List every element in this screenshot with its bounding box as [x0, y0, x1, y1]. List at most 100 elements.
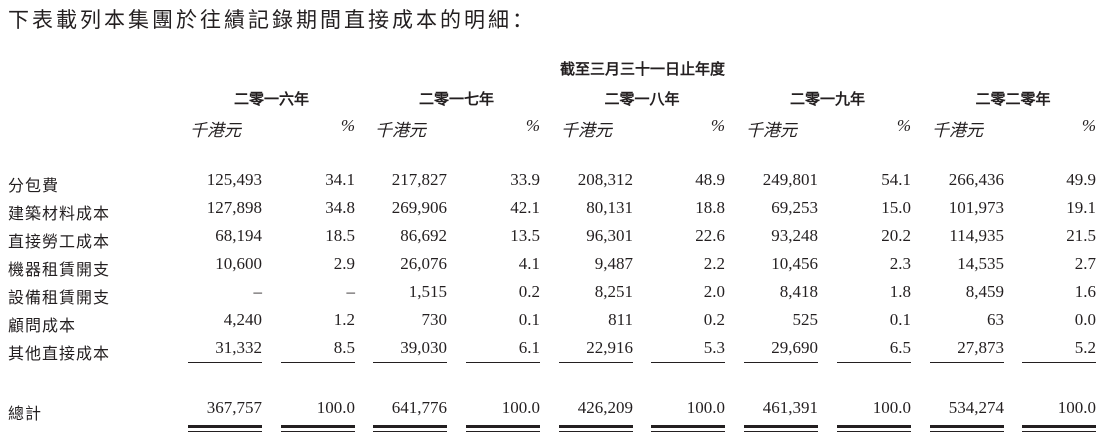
- table-cell: 2.7: [1074, 254, 1096, 273]
- table-cell: 19.1: [1066, 198, 1096, 217]
- total-cell: 461,391: [762, 398, 818, 417]
- table-cell: 2.3: [889, 254, 911, 273]
- unit-amount: 千港元: [561, 121, 612, 140]
- table-cell: 6.5: [889, 338, 911, 357]
- total-cell: 100.0: [1057, 398, 1096, 417]
- table-cell: 114,935: [949, 226, 1004, 245]
- total-double-rule: [744, 425, 818, 432]
- table-cell: 125,493: [206, 170, 262, 189]
- table-cell: 525: [792, 310, 819, 329]
- table-cell: 27,873: [957, 338, 1004, 357]
- total-cell: 641,776: [391, 398, 447, 417]
- unit-percent: %: [340, 116, 355, 135]
- total-double-rule: [930, 425, 1004, 432]
- table-cell: 1,515: [408, 282, 447, 301]
- total-double-rule: [466, 425, 540, 432]
- table-cell: 5.3: [703, 338, 725, 357]
- table-cell: 8.5: [333, 338, 355, 357]
- total-double-rule: [559, 425, 633, 432]
- table-cell: 811: [608, 310, 633, 329]
- table-cell: 63: [987, 310, 1004, 329]
- table-cell: 93,248: [771, 226, 818, 245]
- table-cell: 9,487: [594, 254, 633, 273]
- table-cell: 208,312: [577, 170, 633, 189]
- subtotal-rule: [373, 362, 447, 363]
- table-cell: 54.1: [881, 170, 911, 189]
- table-cell: 86,692: [400, 226, 447, 245]
- total-cell: 100.0: [316, 398, 355, 417]
- year-header: 二零一九年: [789, 90, 865, 108]
- table-cell: 10,600: [215, 254, 262, 273]
- table-cell: 69,253: [771, 198, 818, 217]
- total-double-rule: [373, 425, 447, 432]
- subtotal-rule: [559, 362, 633, 363]
- table-cell: 42.1: [510, 198, 540, 217]
- row-label: 其他直接成本: [8, 344, 111, 363]
- year-header: 二零一八年: [604, 90, 680, 108]
- table-cell: 20.2: [881, 226, 911, 245]
- total-double-rule: [1022, 425, 1096, 432]
- year-header: 二零二零年: [975, 90, 1051, 108]
- table-cell: 68,194: [215, 226, 262, 245]
- table-cell: 80,131: [586, 198, 633, 217]
- table-cell: 4,240: [223, 310, 262, 329]
- total-cell: 426,209: [577, 398, 633, 417]
- total-double-rule: [837, 425, 911, 432]
- row-label: 建築材料成本: [8, 204, 111, 223]
- total-double-rule: [651, 425, 725, 432]
- table-cell: 0.1: [518, 310, 540, 329]
- row-label: 分包費: [8, 176, 60, 195]
- unit-amount: 千港元: [932, 121, 983, 140]
- unit-amount: 千港元: [375, 121, 426, 140]
- unit-percent: %: [896, 116, 911, 135]
- table-cell: 29,690: [771, 338, 818, 357]
- subtotal-rule: [466, 362, 540, 363]
- table-cell: 14,535: [957, 254, 1004, 273]
- table-cell: 18.5: [325, 226, 355, 245]
- table-cell: 266,436: [948, 170, 1004, 189]
- unit-percent: %: [710, 116, 725, 135]
- subtotal-rule: [837, 362, 911, 363]
- period-header: 截至三月三十一日止年度: [560, 60, 726, 78]
- table-cell: 34.8: [325, 198, 355, 217]
- table-cell: 1.2: [333, 310, 355, 329]
- row-label: 顧問成本: [8, 316, 77, 335]
- unit-amount: 千港元: [190, 121, 241, 140]
- table-cell: 8,459: [965, 282, 1004, 301]
- row-label: 設備租賃開支: [8, 288, 111, 307]
- total-double-rule: [188, 425, 262, 432]
- row-label: 機器租賃開支: [8, 260, 111, 279]
- table-cell: 10,456: [771, 254, 818, 273]
- subtotal-rule: [188, 362, 262, 363]
- unit-percent: %: [525, 116, 540, 135]
- table-cell: 2.9: [333, 254, 355, 273]
- unit-percent: %: [1081, 116, 1096, 135]
- table-cell: 0.0: [1074, 310, 1096, 329]
- table-cell: 249,801: [762, 170, 818, 189]
- table-cell: 730: [421, 310, 448, 329]
- table-cell: 15.0: [881, 198, 911, 217]
- unit-amount: 千港元: [746, 121, 797, 140]
- table-cell: 26,076: [400, 254, 447, 273]
- total-cell: 367,757: [206, 398, 262, 417]
- table-cell: 22,916: [586, 338, 633, 357]
- table-cell: 269,906: [391, 198, 447, 217]
- subtotal-rule: [651, 362, 725, 363]
- table-cell: 5.2: [1074, 338, 1096, 357]
- row-label: 直接勞工成本: [8, 232, 111, 251]
- table-cell: –: [253, 282, 263, 301]
- table-cell: 21.5: [1066, 226, 1096, 245]
- table-cell: 4.1: [518, 254, 540, 273]
- total-cell: 100.0: [501, 398, 540, 417]
- table-cell: 13.5: [510, 226, 540, 245]
- table-cell: 1.8: [889, 282, 911, 301]
- subtotal-rule: [744, 362, 818, 363]
- table-cell: 217,827: [391, 170, 447, 189]
- total-cell: 100.0: [686, 398, 725, 417]
- table-cell: 48.9: [695, 170, 725, 189]
- table-cell: 8,251: [594, 282, 633, 301]
- table-cell: 22.6: [695, 226, 725, 245]
- table-cell: 33.9: [510, 170, 540, 189]
- table-cell: 2.2: [703, 254, 725, 273]
- subtotal-rule: [1022, 362, 1096, 363]
